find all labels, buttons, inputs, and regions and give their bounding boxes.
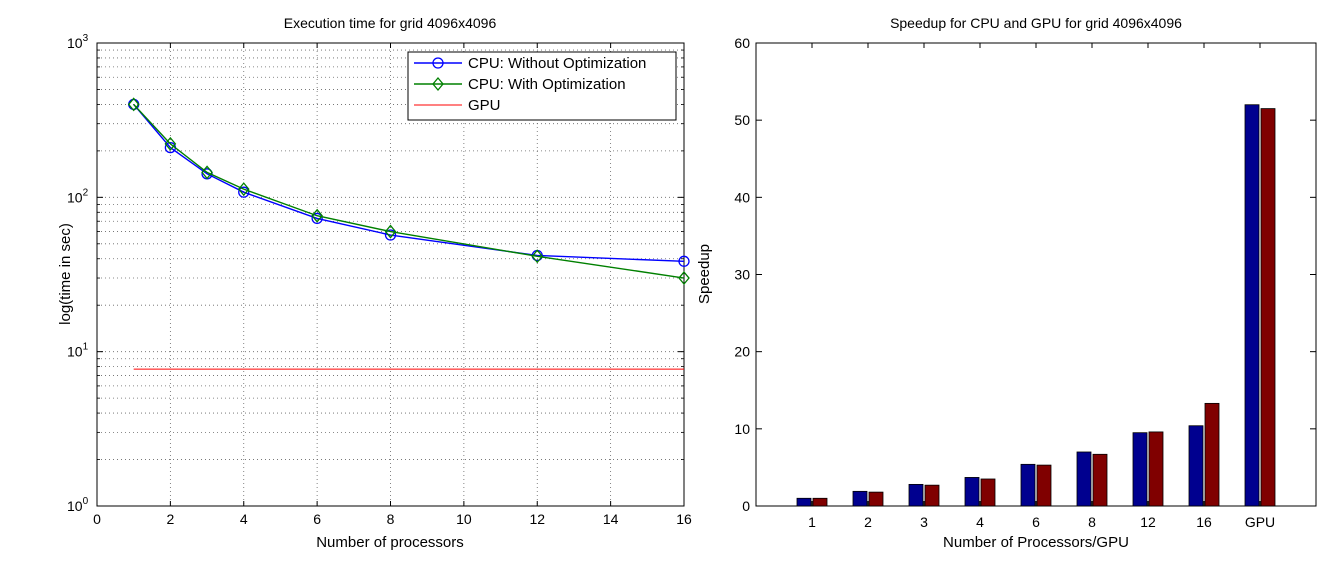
left-ticks: 0 2 4 6 8 10 12 14 16 100 101 102 103 (67, 33, 692, 527)
y-tick-label: 101 (67, 342, 89, 360)
bar (1132, 432, 1148, 507)
diamond-marker (127, 97, 140, 112)
bar (1148, 431, 1164, 507)
x-tick-label: GPU (1245, 514, 1275, 530)
circle-marker (384, 229, 397, 241)
execution-time-chart: 0 2 4 6 8 10 12 14 16 100 101 102 103 Execution time… (57, 15, 692, 551)
left-series (127, 97, 690, 370)
bar (1188, 425, 1204, 507)
x-tick-label: 3 (920, 514, 928, 530)
bar (908, 483, 924, 507)
left-y-axis-label: log(time in sec) (57, 223, 74, 325)
x-tick-label: 6 (1032, 514, 1040, 530)
bar (1204, 402, 1220, 507)
x-tick-label: 6 (313, 511, 321, 527)
bar (1092, 453, 1108, 507)
left-chart-title: Execution time for grid 4096x4096 (284, 15, 497, 31)
y-tick-label: 20 (734, 344, 750, 360)
series-line (133, 103, 685, 279)
bar (868, 491, 884, 507)
y-tick-label: 0 (742, 498, 750, 514)
bar (812, 497, 828, 507)
x-tick-label: 16 (1196, 514, 1212, 530)
x-tick-label: 2 (864, 514, 872, 530)
legend-label: CPU: With Optimization (468, 76, 626, 93)
x-tick-label: 0 (93, 511, 101, 527)
right-bars (796, 104, 1276, 507)
circle-marker (678, 255, 690, 267)
left-x-axis-label: Number of processors (316, 534, 464, 551)
x-tick-label: 8 (387, 511, 395, 527)
diamond-marker (678, 271, 690, 286)
y-tick-label: 30 (734, 267, 750, 283)
circle-marker (432, 57, 444, 69)
x-tick-label: 10 (456, 511, 472, 527)
x-tick-label: 2 (166, 511, 174, 527)
bar (1244, 104, 1260, 507)
right-y-axis-label: Speedup (696, 244, 713, 304)
x-tick-label: 16 (676, 511, 692, 527)
x-tick-label: 4 (976, 514, 984, 530)
diamond-marker (531, 249, 544, 264)
y-tick-label: 103 (67, 33, 89, 51)
right-x-axis-label: Number of Processors/GPU (943, 534, 1129, 551)
x-tick-label: 1 (808, 514, 816, 530)
right-chart-title: Speedup for CPU and GPU for grid 4096x40… (890, 15, 1182, 31)
bar (964, 477, 980, 507)
diamond-marker (164, 136, 177, 151)
bar (796, 497, 812, 507)
y-tick-label: 40 (734, 189, 750, 205)
right-plot-area (755, 42, 1317, 507)
legend-label: GPU (468, 97, 501, 114)
x-tick-label: 12 (529, 511, 545, 527)
x-tick-label: 8 (1088, 514, 1096, 530)
diamond-marker (311, 208, 323, 223)
y-tick-label: 100 (67, 496, 89, 514)
x-tick-label: 14 (603, 511, 619, 527)
y-tick-label: 50 (734, 112, 750, 128)
bar (1036, 464, 1052, 507)
y-tick-label: 60 (734, 35, 750, 51)
bar (980, 478, 996, 507)
circle-marker (311, 212, 323, 225)
bar (1260, 108, 1276, 507)
x-tick-label: 12 (1140, 514, 1156, 530)
bar (924, 484, 940, 507)
left-legend: CPU: Without Optimization CPU: With Optim… (407, 51, 677, 121)
legend-label: CPU: Without Optimization (468, 55, 646, 72)
diamond-marker (237, 182, 250, 197)
series-1 (127, 97, 690, 286)
x-tick-label: 4 (240, 511, 248, 527)
bar (1020, 463, 1036, 507)
y-tick-label: 10 (734, 421, 750, 437)
diamond-marker (432, 76, 444, 92)
diamond-marker (201, 165, 213, 180)
bar (852, 490, 868, 507)
y-tick-label: 102 (67, 187, 89, 205)
circle-marker (238, 186, 250, 198)
diamond-marker (384, 224, 397, 239)
bar (1076, 451, 1092, 507)
